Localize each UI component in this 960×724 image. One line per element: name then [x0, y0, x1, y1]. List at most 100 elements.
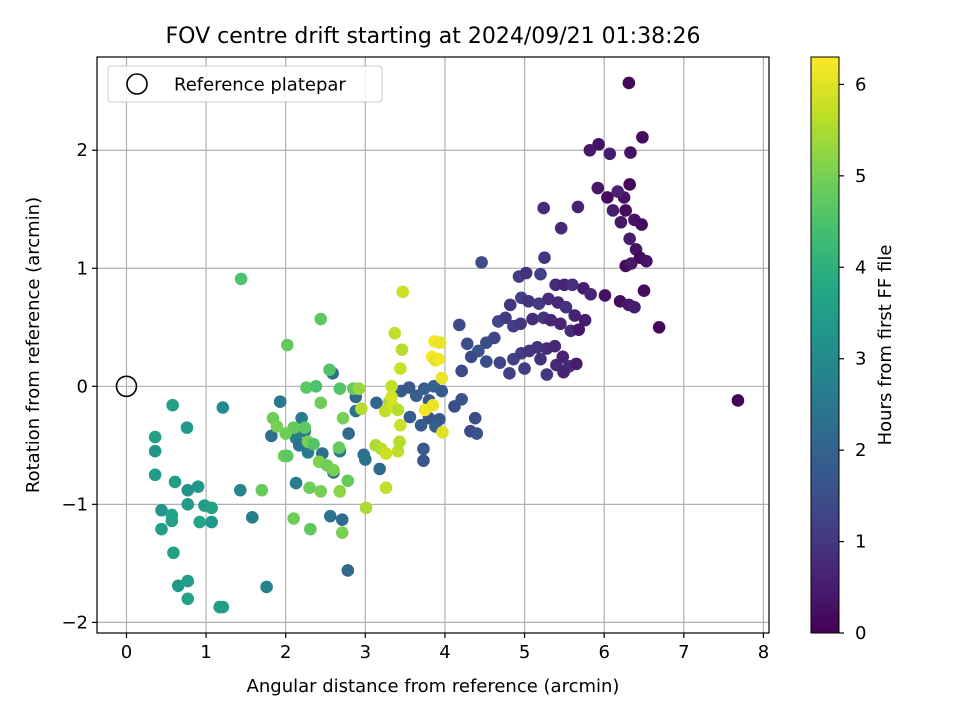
data-point: [314, 396, 328, 410]
data-point: [333, 485, 347, 498]
x-tick-label: 6: [598, 642, 609, 663]
data-point: [336, 411, 350, 425]
colorbar-ticks: 0 1 2 3 4 5 6: [839, 74, 866, 644]
data-point: [417, 454, 430, 467]
data-point: [568, 309, 582, 322]
y-tick-label: 2: [77, 140, 88, 161]
data-point: [335, 513, 349, 526]
data-point: [559, 300, 573, 314]
data-point: [503, 298, 517, 312]
data-point: [455, 364, 468, 378]
data-point: [359, 501, 373, 515]
data-points: [148, 76, 745, 614]
y-axis-label: Rotation from reference (arcmin): [23, 197, 44, 493]
data-point: [265, 429, 278, 443]
data-point: [534, 352, 547, 366]
data-point: [394, 362, 407, 375]
data-point: [391, 444, 405, 458]
x-tick-label: 5: [519, 642, 530, 663]
data-point: [245, 511, 259, 524]
data-point: [435, 384, 449, 398]
data-point: [731, 394, 745, 407]
data-point: [623, 178, 636, 191]
data-point: [270, 420, 284, 433]
data-point: [414, 418, 428, 432]
data-point: [623, 232, 636, 246]
x-axis-label: Angular distance from reference (arcmin): [247, 676, 620, 697]
x-tick-label: 8: [758, 642, 769, 663]
data-point: [583, 143, 597, 157]
data-point: [166, 398, 179, 412]
data-point: [635, 218, 648, 231]
data-point: [216, 600, 230, 614]
data-point: [327, 463, 340, 477]
data-point: [591, 181, 605, 195]
data-point: [171, 579, 185, 593]
data-point: [566, 278, 579, 292]
data-point: [499, 311, 512, 325]
data-point: [396, 285, 410, 299]
x-tick-label: 4: [439, 642, 450, 663]
data-point: [538, 251, 551, 264]
legend-reference-marker: [126, 73, 148, 95]
y-axis-ticks: −2 −1 0 1 2: [61, 140, 97, 633]
data-point: [304, 522, 317, 536]
data-point: [455, 392, 468, 406]
colorbar-tick-label: 5: [855, 166, 866, 187]
data-point: [614, 215, 628, 229]
data-point: [532, 297, 546, 310]
data-point: [549, 278, 562, 292]
data-point: [584, 287, 597, 301]
data-point: [514, 317, 527, 331]
data-point: [394, 418, 407, 432]
data-point: [548, 339, 562, 353]
data-point: [554, 221, 568, 235]
data-point: [303, 481, 316, 495]
data-point: [332, 441, 346, 454]
data-point: [300, 381, 313, 394]
data-point: [475, 256, 488, 269]
data-point: [570, 357, 583, 371]
data-point: [652, 320, 666, 334]
data-point: [181, 592, 195, 606]
data-point: [470, 427, 484, 440]
data-point: [370, 396, 383, 410]
data-point: [155, 503, 168, 517]
x-tick-label: 1: [200, 642, 211, 663]
data-point: [611, 185, 625, 198]
data-point: [385, 380, 398, 393]
data-point: [314, 312, 328, 326]
data-point: [534, 267, 547, 281]
data-point: [323, 509, 337, 523]
data-point: [636, 130, 649, 144]
data-point: [191, 480, 205, 493]
chart-title: FOV centre drift starting at 2024/09/21 …: [166, 24, 701, 49]
data-point: [388, 326, 402, 340]
data-point: [417, 442, 430, 456]
colorbar-tick-label: 2: [855, 440, 866, 461]
legend-box: [107, 65, 383, 103]
data-point: [341, 474, 355, 488]
colorbar-tick-label: 0: [855, 623, 866, 644]
data-point: [572, 323, 586, 336]
data-point: [426, 398, 440, 412]
data-point: [373, 462, 386, 476]
data-point: [480, 355, 493, 368]
data-point: [193, 515, 207, 529]
data-point: [544, 313, 558, 327]
colorbar-tick-label: 3: [855, 349, 866, 370]
data-point: [526, 312, 539, 326]
colorbar-tick-label: 1: [855, 532, 866, 553]
data-point: [531, 341, 544, 354]
data-point: [637, 284, 651, 298]
data-point: [522, 295, 535, 308]
data-point: [554, 317, 567, 331]
data-point: [280, 449, 294, 463]
data-point: [216, 401, 230, 414]
data-point: [433, 336, 447, 349]
data-point: [542, 292, 555, 306]
data-point: [493, 356, 507, 370]
data-point: [571, 200, 585, 214]
